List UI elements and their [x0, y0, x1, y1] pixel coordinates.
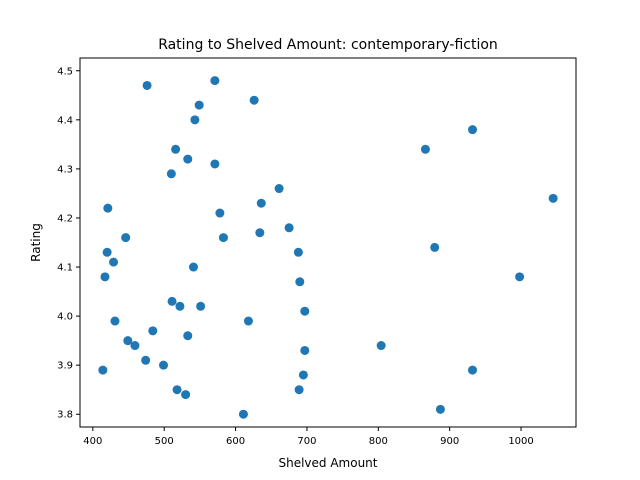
data-point [548, 193, 558, 203]
data-points [98, 76, 558, 419]
data-point [376, 341, 386, 351]
data-point [109, 257, 119, 267]
data-point [183, 154, 193, 164]
data-point [300, 306, 310, 316]
data-point [100, 272, 110, 282]
x-tick-label: 700 [297, 436, 316, 447]
data-point [430, 242, 440, 252]
y-tick-label: 3.9 [57, 361, 73, 372]
x-tick-label: 500 [155, 436, 174, 447]
data-point [194, 100, 204, 110]
data-point [468, 125, 478, 135]
data-point [249, 95, 259, 105]
data-point [167, 296, 177, 306]
x-tick-label: 900 [440, 436, 459, 447]
data-point [468, 365, 478, 375]
data-point [175, 301, 185, 311]
data-point [188, 262, 198, 272]
data-point [110, 316, 120, 326]
data-point [142, 80, 152, 90]
data-point [171, 144, 181, 154]
data-point [103, 203, 113, 213]
y-tick-label: 4.0 [57, 312, 73, 323]
data-point [141, 355, 151, 365]
data-point [294, 385, 304, 395]
data-point [238, 409, 248, 419]
data-point [148, 326, 158, 336]
x-tick-label: 800 [369, 436, 388, 447]
data-point [274, 184, 284, 194]
y-axis-label: Rating [29, 223, 43, 262]
data-point [181, 390, 191, 400]
x-axis-label: Shelved Amount [278, 456, 377, 470]
data-point [210, 76, 220, 86]
data-point [435, 404, 445, 414]
y-tick-label: 4.1 [57, 263, 73, 274]
data-point [515, 272, 525, 282]
chart-title: Rating to Shelved Amount: contemporary-f… [158, 37, 498, 53]
y-tick-label: 4.3 [57, 164, 73, 175]
data-point [98, 365, 108, 375]
data-point [123, 336, 133, 346]
data-point [218, 233, 228, 243]
data-point [102, 247, 112, 257]
data-point [243, 316, 253, 326]
y-tick-label: 3.8 [57, 410, 73, 421]
data-point [284, 223, 294, 233]
data-point [159, 360, 168, 370]
x-tick-label: 600 [226, 436, 245, 447]
y-tick-label: 4.2 [57, 213, 73, 224]
data-point [130, 341, 140, 351]
data-point [190, 115, 200, 125]
x-tick-label: 1000 [508, 436, 533, 447]
y-tick-label: 4.5 [57, 66, 73, 77]
x-axis-ticks: 400 500 600 700 800 900 1000 [83, 427, 534, 447]
data-point [295, 277, 305, 287]
data-point [210, 159, 220, 169]
data-point [420, 144, 430, 154]
plot-frame [79, 57, 577, 428]
data-point [166, 169, 176, 179]
data-point [196, 301, 206, 311]
y-tick-label: 4.4 [57, 115, 73, 126]
data-point [293, 247, 303, 257]
data-point [300, 345, 310, 355]
data-point [172, 385, 182, 395]
data-point [215, 208, 225, 218]
data-point [256, 198, 266, 208]
x-tick-label: 400 [83, 436, 102, 447]
data-point [298, 370, 308, 380]
y-axis-ticks: 3.8 3.9 4.0 4.1 4.2 4.3 4.4 4.5 [57, 66, 80, 421]
data-point [121, 233, 131, 243]
data-point [183, 331, 193, 341]
data-point [255, 228, 265, 238]
